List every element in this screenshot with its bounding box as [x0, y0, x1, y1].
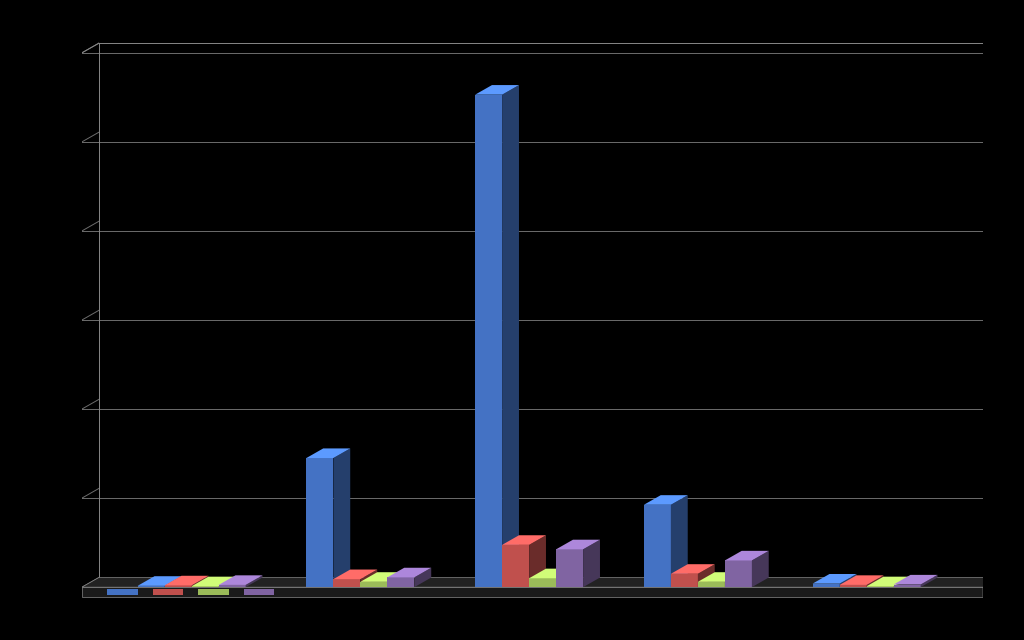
Polygon shape [191, 576, 209, 587]
Bar [840, 585, 866, 587]
Bar [334, 579, 360, 587]
Bar [725, 561, 752, 587]
Polygon shape [671, 564, 715, 574]
Bar [153, 589, 183, 595]
Polygon shape [556, 540, 600, 549]
Polygon shape [360, 570, 377, 587]
Bar [556, 549, 583, 587]
Bar [697, 582, 725, 587]
Bar [191, 586, 218, 587]
Bar [360, 582, 387, 587]
Polygon shape [529, 569, 573, 579]
Polygon shape [556, 569, 573, 587]
Polygon shape [894, 575, 938, 584]
Polygon shape [725, 551, 769, 561]
Bar [529, 579, 556, 587]
Polygon shape [360, 572, 404, 582]
Bar [671, 574, 697, 587]
Polygon shape [671, 495, 688, 587]
Bar [199, 589, 228, 595]
Polygon shape [894, 577, 910, 587]
Polygon shape [415, 568, 431, 587]
Bar [644, 505, 671, 587]
Polygon shape [866, 577, 910, 586]
Polygon shape [82, 587, 983, 596]
Bar [866, 586, 894, 587]
Polygon shape [725, 572, 741, 587]
Polygon shape [752, 551, 769, 587]
Bar [306, 458, 334, 587]
Polygon shape [306, 449, 350, 458]
Polygon shape [502, 535, 546, 545]
Polygon shape [218, 575, 262, 585]
Polygon shape [983, 577, 999, 596]
Polygon shape [502, 85, 519, 587]
Bar [502, 545, 529, 587]
Bar [108, 589, 137, 595]
Polygon shape [82, 577, 999, 587]
Polygon shape [218, 577, 236, 587]
Bar [218, 585, 246, 587]
Polygon shape [191, 577, 236, 586]
Polygon shape [165, 576, 181, 587]
Polygon shape [334, 449, 350, 587]
Polygon shape [697, 572, 741, 582]
Polygon shape [840, 574, 856, 587]
Polygon shape [840, 575, 884, 585]
Polygon shape [246, 575, 262, 587]
Bar [387, 577, 415, 587]
Bar [137, 586, 165, 587]
Bar [475, 95, 502, 587]
Polygon shape [165, 576, 209, 586]
Bar [894, 584, 921, 587]
Bar [813, 584, 840, 587]
Polygon shape [334, 570, 377, 579]
Polygon shape [813, 574, 856, 584]
Polygon shape [137, 576, 181, 586]
Polygon shape [583, 540, 600, 587]
Bar [244, 589, 274, 595]
Polygon shape [921, 575, 938, 587]
Polygon shape [475, 85, 519, 95]
Polygon shape [387, 568, 431, 577]
Polygon shape [697, 564, 715, 587]
Polygon shape [387, 572, 404, 587]
Bar [165, 586, 191, 587]
Polygon shape [866, 575, 884, 587]
Polygon shape [644, 495, 688, 505]
Polygon shape [529, 535, 546, 587]
